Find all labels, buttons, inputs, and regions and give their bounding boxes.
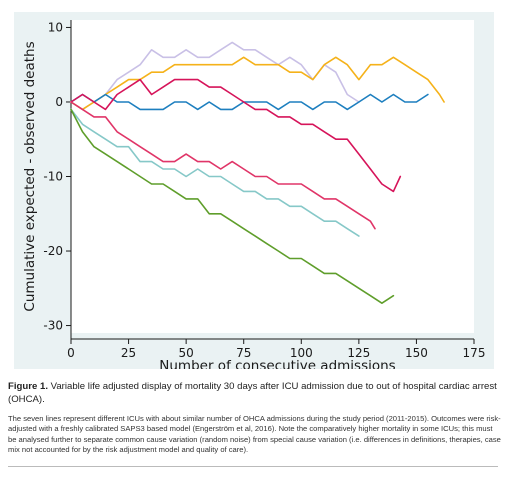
y-axis-title: Cumulative expected - observed deaths [22,41,38,311]
series-line-6 [70,108,360,237]
series-line-5 [70,101,376,230]
x-tick-label: 50 [179,346,194,360]
y-tick-label: -30 [43,319,63,333]
series-line-3 [70,93,429,111]
figure-number: Figure 1. [8,381,48,392]
series-line-2 [70,56,445,111]
x-tick-label: 175 [463,346,486,360]
y-tick-label: -20 [43,244,63,258]
x-tick-label: 100 [290,346,313,360]
series-line-4 [70,78,402,193]
y-tick-label: 0 [55,95,63,109]
x-tick-label: 0 [67,346,75,360]
x-tick-label: 150 [405,346,428,360]
plot-panel: 10 0 -10 -20 -30 0 25 50 75 100 125 150 175 Number of… [14,12,494,369]
x-axis-title: Number of consecutive admissions [159,358,395,369]
caption-body: The seven lines represent different ICUs… [8,414,501,455]
x-tick-label: 25 [121,346,136,360]
series-line-1 [70,41,360,111]
y-tick-label: -10 [43,170,63,184]
figure-caption: Figure 1. Variable life adjusted display… [8,380,503,456]
x-tick-label: 125 [347,346,370,360]
y-tick-label: 10 [48,20,63,34]
plot-area [71,20,474,333]
caption-title-text: Variable life adjusted display of mortal… [8,381,497,405]
x-tick-label: 75 [236,346,251,360]
caption-title: Figure 1. Variable life adjusted display… [8,380,503,406]
series-line-7 [70,108,395,305]
divider [8,466,498,467]
